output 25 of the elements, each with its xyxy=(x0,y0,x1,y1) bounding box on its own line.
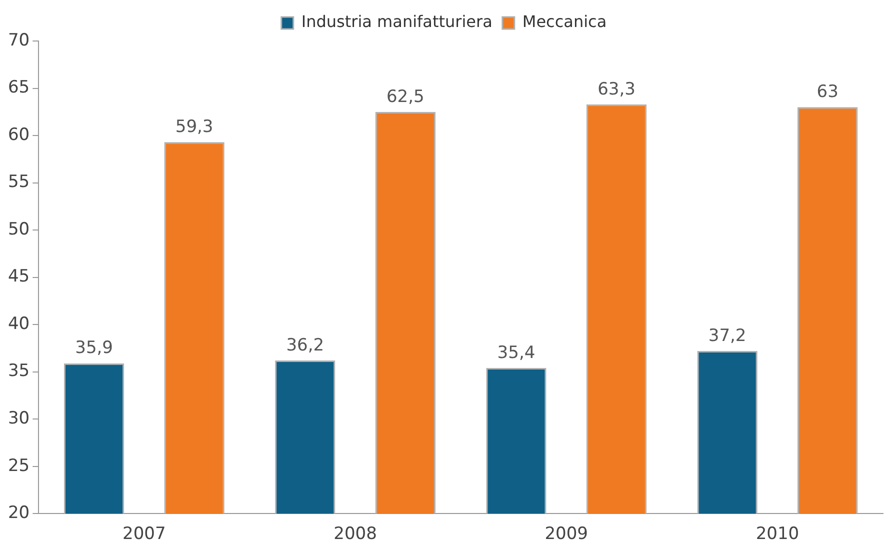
y-tick-label: 35 xyxy=(8,361,30,382)
y-tick-label: 45 xyxy=(8,266,30,287)
x-tick-label: 2010 xyxy=(756,524,800,544)
y-tick-label: 30 xyxy=(8,408,30,428)
y-tick-label: 20 xyxy=(8,503,30,524)
data-label: 63,3 xyxy=(598,79,636,100)
y-tick-label: 25 xyxy=(8,456,30,476)
y-tick-label: 50 xyxy=(8,219,30,240)
legend-label: Industria manifatturiera xyxy=(301,12,492,32)
y-tick-label: 70 xyxy=(8,30,30,50)
data-label: 63 xyxy=(816,82,838,102)
data-label: 59,3 xyxy=(175,117,214,138)
y-tick-label: 40 xyxy=(8,314,30,334)
y-tick-label: 55 xyxy=(8,172,30,192)
data-label: 62,5 xyxy=(386,86,424,107)
data-label: 35,4 xyxy=(497,342,536,363)
legend-label: Meccanica xyxy=(522,12,607,32)
data-label: 37,2 xyxy=(708,326,746,346)
x-tick-label: 2009 xyxy=(544,524,588,544)
y-tick-label: 65 xyxy=(8,78,30,98)
y-tick-label: 60 xyxy=(8,124,30,145)
x-tick-label: 2007 xyxy=(122,524,166,544)
data-label: 36,2 xyxy=(286,335,324,356)
x-tick-label: 2008 xyxy=(334,524,377,544)
data-label: 35,9 xyxy=(75,338,113,358)
